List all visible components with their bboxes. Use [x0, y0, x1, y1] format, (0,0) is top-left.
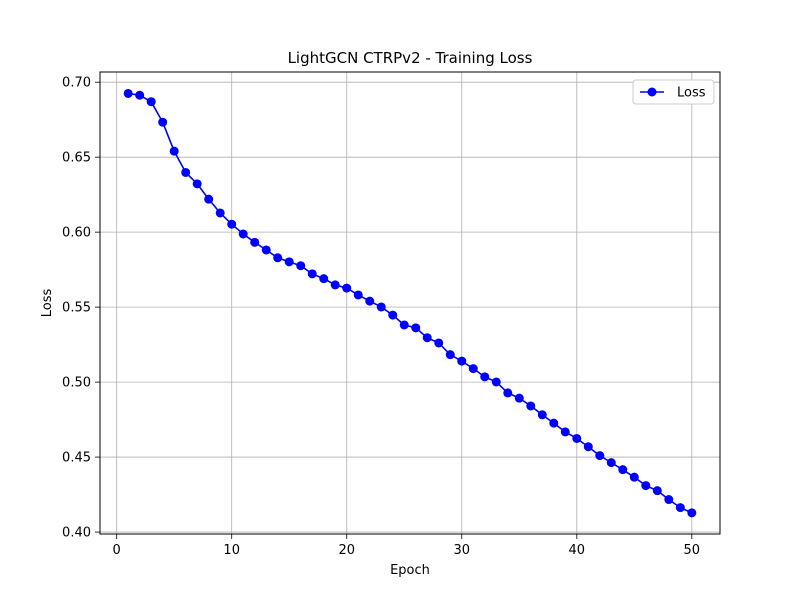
data-point [273, 253, 283, 263]
data-point [503, 388, 513, 398]
data-point [687, 508, 697, 518]
y-tick-label: 0.65 [62, 151, 91, 166]
y-tick-label: 0.55 [62, 301, 91, 316]
grid [100, 72, 720, 534]
legend-label-loss: Loss [677, 86, 706, 101]
data-point [675, 503, 685, 513]
data-point [641, 481, 651, 491]
data-point [365, 296, 375, 306]
x-tick-label: 20 [338, 543, 355, 558]
data-point [560, 427, 570, 437]
data-point [342, 283, 352, 293]
data-point [123, 88, 133, 98]
data-point [261, 245, 271, 255]
y-axis-ticks: 0.40 0.45 0.50 0.55 0.60 0.65 0.70 [62, 76, 100, 541]
x-tick-label: 50 [684, 543, 701, 558]
x-axis-ticks: 0 10 20 30 40 50 [113, 534, 701, 558]
y-tick-label: 0.40 [62, 526, 91, 541]
data-point [330, 280, 340, 290]
data-point [388, 310, 398, 320]
data-point [434, 338, 444, 348]
data-point [652, 486, 662, 496]
data-point [215, 208, 225, 218]
data-point [514, 393, 524, 403]
data-point [445, 350, 455, 360]
data-point [296, 261, 306, 271]
data-point [583, 442, 593, 452]
data-point [204, 194, 214, 204]
x-tick-label: 0 [113, 543, 121, 558]
x-tick-label: 10 [223, 543, 240, 558]
data-point [250, 237, 260, 247]
data-point [411, 323, 421, 333]
series-layer [123, 88, 697, 518]
data-point [353, 290, 363, 300]
data-point [595, 451, 605, 461]
x-tick-label: 40 [569, 543, 586, 558]
data-point [146, 97, 156, 107]
data-point [572, 433, 582, 443]
data-point [491, 377, 501, 387]
data-point [422, 333, 432, 343]
y-tick-label: 0.45 [62, 451, 91, 466]
data-point [399, 320, 409, 330]
y-tick-label: 0.60 [62, 226, 91, 241]
data-point [537, 410, 547, 420]
legend-box [632, 79, 715, 105]
data-point [629, 472, 639, 482]
data-point [307, 269, 317, 279]
y-tick-label: 0.50 [62, 376, 91, 391]
data-point [549, 418, 559, 428]
y-tick-label: 0.70 [62, 76, 91, 91]
data-point [606, 458, 616, 468]
data-point [468, 364, 478, 374]
data-point [238, 229, 248, 239]
data-point [181, 167, 191, 177]
data-point [618, 465, 628, 475]
data-point [664, 495, 674, 505]
data-point [135, 90, 145, 100]
data-point [457, 356, 467, 366]
data-point [480, 372, 490, 382]
data-point [227, 219, 237, 229]
legend-marker-sample [647, 87, 657, 97]
x-axis-label: Epoch [390, 563, 430, 578]
data-point [284, 257, 294, 267]
legend: Loss [632, 79, 715, 105]
data-point [169, 146, 179, 156]
plot-frame [99, 71, 721, 535]
data-point [192, 179, 202, 189]
x-tick-label: 30 [453, 543, 470, 558]
chart-title: LightGCN CTRPv2 - Training Loss [288, 49, 533, 67]
y-axis-label: Loss [40, 289, 55, 318]
data-point [319, 274, 329, 284]
data-point [526, 401, 536, 411]
data-point [158, 117, 168, 127]
data-point [376, 302, 386, 312]
